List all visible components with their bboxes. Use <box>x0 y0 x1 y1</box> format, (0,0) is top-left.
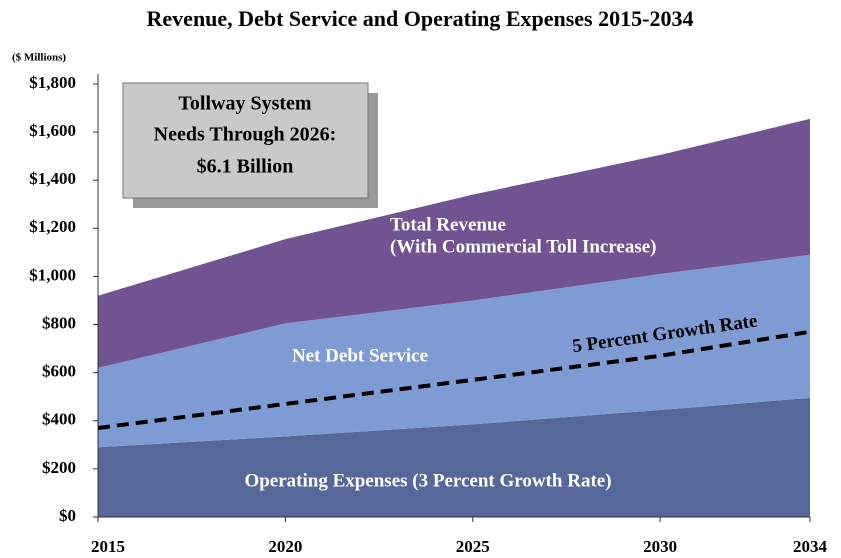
y-tick-label: $0 <box>59 506 76 525</box>
series-label: Total Revenue <box>390 214 506 235</box>
y-tick-label: $1,200 <box>29 217 76 236</box>
area <box>98 118 810 368</box>
y-tick-label: $1,800 <box>29 73 76 92</box>
annotation: (With Commercial Toll Increase) <box>390 236 657 257</box>
y-tick-label: $400 <box>42 410 76 429</box>
y-tick-label: $200 <box>42 458 76 477</box>
y-tick-label: $1,000 <box>29 265 76 284</box>
growth-line <box>97 329 811 430</box>
chart-title: Revenue, Debt Service and Operating Expe… <box>147 6 694 31</box>
callout-box <box>122 82 369 199</box>
x-tick-label: 2025 <box>456 537 490 556</box>
area <box>98 254 810 448</box>
x-tick-label: 2034 <box>793 537 828 556</box>
x-tick-label: 2020 <box>268 537 302 556</box>
x-tick-label: 2030 <box>643 537 677 556</box>
y-tick-label: $1,600 <box>29 121 76 140</box>
callout-text: Tollway System <box>178 93 312 115</box>
area <box>98 397 810 517</box>
callout-text: Needs Through 2026: <box>154 124 337 146</box>
series-label: Operating Expenses (3 Percent Growth Rat… <box>244 470 611 491</box>
series-label: Net Debt Service <box>292 345 428 366</box>
x-tick-label: 2015 <box>91 537 125 556</box>
y-axis-label: ($ Millions) <box>12 52 66 64</box>
callout-text: $6.1 Billion <box>197 156 294 178</box>
y-tick-label: $1,400 <box>29 169 76 188</box>
y-tick-label: $800 <box>42 313 76 332</box>
y-tick-label: $600 <box>42 362 76 381</box>
